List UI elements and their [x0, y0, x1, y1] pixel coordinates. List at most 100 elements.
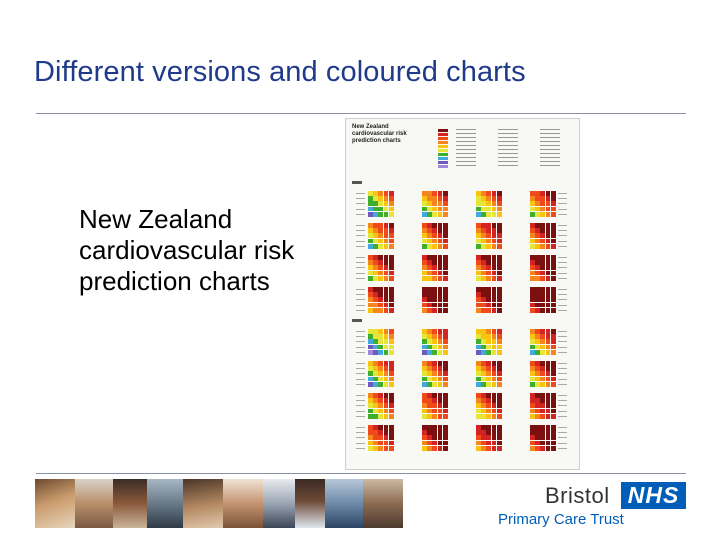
risk-cell [491, 371, 497, 377]
risk-cell [486, 440, 492, 446]
risk-cell [491, 403, 497, 409]
risk-cell [550, 228, 556, 233]
row-tick [356, 400, 365, 402]
risk-cell [432, 398, 438, 403]
risk-cell [383, 297, 389, 303]
key-swatch [438, 153, 448, 156]
risk-cell [422, 233, 427, 239]
risk-cell [432, 307, 438, 313]
chart-heading: New Zealand cardiovascular risk predicti… [352, 124, 407, 144]
risk-cell [383, 425, 389, 430]
risk-cell [383, 361, 389, 366]
risk-cell [373, 191, 378, 196]
risk-cell [476, 425, 481, 430]
risk-cell [388, 376, 394, 382]
risk-cell [481, 243, 486, 249]
risk-cell [491, 302, 497, 308]
photo-smiling [223, 479, 263, 528]
risk-cell [442, 361, 448, 366]
risk-cell [540, 302, 546, 308]
risk-cell [491, 425, 497, 430]
risk-cell [540, 206, 546, 212]
photo-woman [113, 479, 147, 528]
risk-cell [368, 349, 373, 355]
photo-office [325, 479, 363, 528]
risk-cell [496, 445, 502, 451]
risk-cell [476, 334, 481, 339]
row-tick [356, 277, 365, 279]
risk-cell [388, 393, 394, 398]
risk-cell [476, 243, 481, 249]
risk-cell [496, 307, 502, 313]
risk-cell [530, 243, 535, 249]
risk-cell [491, 393, 497, 398]
risk-cell [368, 334, 373, 339]
risk-cell [496, 334, 502, 339]
risk-cell [422, 435, 427, 441]
risk-cell [481, 265, 486, 271]
risk-cell [550, 297, 556, 303]
risk-cell [535, 201, 540, 207]
risk-cell [481, 425, 486, 430]
row-tick [558, 272, 567, 274]
risk-cell [432, 361, 438, 366]
risk-cell [550, 371, 556, 377]
risk-cell [486, 201, 492, 207]
risk-cell [535, 238, 540, 244]
risk-cell [530, 270, 535, 276]
risk-cell [491, 376, 497, 382]
risk-cell [422, 381, 427, 387]
risk-cell [486, 371, 492, 377]
key-text-line [540, 137, 560, 138]
risk-cell [437, 255, 443, 260]
risk-cell [481, 371, 486, 377]
risk-cell [432, 413, 438, 419]
risk-cell [432, 270, 438, 276]
row-tick [356, 336, 365, 338]
risk-cell [491, 201, 497, 207]
risk-cell [422, 445, 427, 451]
key-swatch [438, 129, 448, 132]
risk-cell [491, 344, 497, 350]
risk-cell [422, 366, 427, 371]
risk-cell [491, 339, 497, 345]
risk-cell [432, 334, 438, 339]
risk-cell [481, 260, 486, 265]
row-tick [558, 442, 567, 444]
risk-cell [545, 233, 551, 239]
key-text-line [498, 145, 518, 146]
risk-cell [442, 270, 448, 276]
row-tick [558, 383, 567, 385]
risk-cell [491, 233, 497, 239]
row-tick [356, 447, 365, 449]
risk-cell [383, 243, 389, 249]
risk-cell [373, 344, 378, 350]
risk-cell [432, 393, 438, 398]
risk-cell [442, 307, 448, 313]
row-tick [356, 405, 365, 407]
risk-cell [496, 243, 502, 249]
risk-cell [368, 393, 373, 398]
key-text-line [498, 137, 518, 138]
risk-cell [368, 398, 373, 403]
row-tick [356, 309, 365, 311]
row-tick [558, 294, 567, 296]
risk-cell [550, 287, 556, 292]
section-header-bar [352, 319, 362, 322]
risk-cell [535, 344, 540, 350]
risk-cell [545, 270, 551, 276]
photo-staff [263, 479, 295, 528]
risk-cell [486, 413, 492, 419]
risk-cell [432, 445, 438, 451]
title-divider [36, 113, 686, 114]
risk-cell [535, 393, 540, 398]
row-tick [558, 373, 567, 375]
risk-cell [540, 339, 546, 345]
row-tick [356, 245, 365, 247]
risk-cell [486, 408, 492, 414]
risk-cell [442, 233, 448, 239]
row-tick [558, 378, 567, 380]
risk-cell [378, 243, 384, 249]
risk-cell [476, 297, 481, 303]
risk-cell [481, 297, 486, 303]
